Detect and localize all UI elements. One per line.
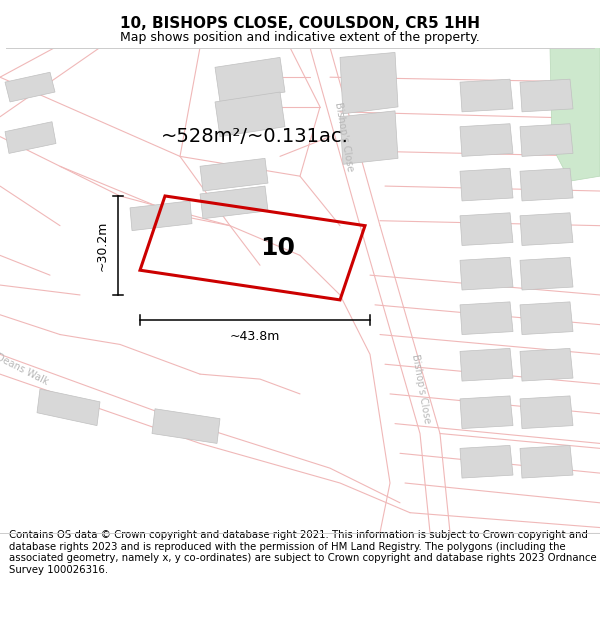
Polygon shape [5, 72, 55, 102]
Polygon shape [215, 92, 285, 137]
Polygon shape [460, 124, 513, 156]
Text: ~30.2m: ~30.2m [96, 220, 109, 271]
Polygon shape [520, 302, 573, 334]
Polygon shape [200, 186, 268, 219]
Text: Bishop's Close: Bishop's Close [333, 101, 355, 172]
Polygon shape [520, 258, 573, 290]
Polygon shape [460, 79, 513, 112]
Polygon shape [520, 79, 573, 112]
Polygon shape [340, 111, 398, 164]
Text: Contains OS data © Crown copyright and database right 2021. This information is : Contains OS data © Crown copyright and d… [9, 530, 596, 575]
Text: Deans Walk: Deans Walk [0, 352, 50, 387]
Text: 10, BISHOPS CLOSE, COULSDON, CR5 1HH: 10, BISHOPS CLOSE, COULSDON, CR5 1HH [120, 16, 480, 31]
Polygon shape [215, 58, 285, 102]
Polygon shape [460, 348, 513, 381]
Polygon shape [340, 52, 398, 114]
Polygon shape [37, 389, 100, 426]
Polygon shape [520, 446, 573, 478]
Polygon shape [460, 213, 513, 246]
Polygon shape [460, 446, 513, 478]
Polygon shape [130, 201, 192, 231]
Polygon shape [200, 158, 268, 191]
Polygon shape [520, 168, 573, 201]
Text: 10: 10 [260, 236, 295, 260]
Text: Bishop's Close: Bishop's Close [410, 354, 432, 424]
Polygon shape [460, 302, 513, 334]
Text: ~43.8m: ~43.8m [230, 329, 280, 342]
Text: ~528m²/~0.131ac.: ~528m²/~0.131ac. [161, 127, 349, 146]
Polygon shape [460, 396, 513, 429]
Polygon shape [520, 213, 573, 246]
Text: Map shows position and indicative extent of the property.: Map shows position and indicative extent… [120, 31, 480, 44]
Polygon shape [152, 409, 220, 443]
Polygon shape [520, 396, 573, 429]
Polygon shape [550, 48, 600, 181]
Polygon shape [460, 258, 513, 290]
Polygon shape [460, 168, 513, 201]
Polygon shape [520, 124, 573, 156]
Polygon shape [5, 122, 56, 153]
Polygon shape [520, 348, 573, 381]
